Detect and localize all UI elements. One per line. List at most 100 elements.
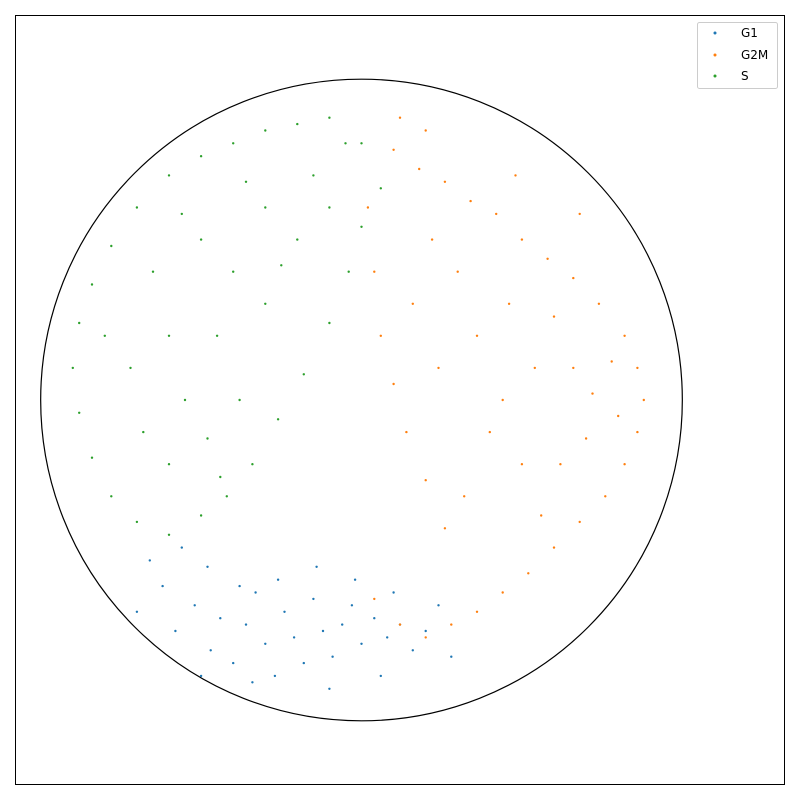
point-g1-26 bbox=[206, 565, 209, 568]
point-g2m-40 bbox=[507, 302, 511, 305]
point-g1-35 bbox=[328, 687, 331, 690]
point-g2m-45 bbox=[437, 366, 440, 370]
point-g1-13 bbox=[321, 629, 325, 633]
legend: G1 G2M S bbox=[697, 22, 778, 89]
point-s-2 bbox=[232, 142, 235, 145]
point-g1-17 bbox=[360, 642, 363, 645]
point-g2m-26 bbox=[379, 334, 382, 337]
point-g1-32 bbox=[437, 604, 440, 607]
point-s-28 bbox=[264, 302, 267, 305]
point-g1-29 bbox=[315, 565, 318, 568]
point-g1-15 bbox=[341, 623, 344, 626]
point-g2m-18 bbox=[501, 591, 504, 594]
point-g2m-22 bbox=[398, 623, 402, 626]
point-s-22 bbox=[302, 373, 305, 376]
point-s-36 bbox=[151, 270, 155, 273]
point-g2m-36 bbox=[552, 315, 556, 318]
series-g1 bbox=[135, 546, 453, 690]
point-s-5 bbox=[328, 116, 331, 119]
point-s-4 bbox=[296, 122, 299, 126]
legend-label-s: S bbox=[741, 69, 749, 83]
point-g1-27 bbox=[238, 584, 241, 588]
point-g1-3 bbox=[219, 617, 222, 620]
point-g2m-42 bbox=[463, 495, 466, 498]
point-g2m-43 bbox=[430, 238, 434, 241]
point-g2m-52 bbox=[514, 174, 517, 177]
point-g2m-20 bbox=[450, 623, 453, 626]
point-s-15 bbox=[110, 495, 113, 498]
point-s-40 bbox=[280, 264, 283, 267]
point-g1-24 bbox=[148, 559, 151, 562]
point-s-18 bbox=[199, 514, 203, 517]
point-g2m-7 bbox=[572, 276, 575, 280]
legend-box bbox=[697, 22, 778, 89]
axes-frame bbox=[15, 15, 785, 785]
point-g2m-1 bbox=[418, 167, 421, 171]
legend-label-g1: G1 bbox=[741, 26, 758, 40]
point-s-26 bbox=[199, 238, 203, 241]
point-g2m-15 bbox=[578, 520, 581, 524]
point-g2m-17 bbox=[527, 572, 530, 575]
point-s-19 bbox=[225, 495, 228, 498]
point-g2m-12 bbox=[636, 430, 639, 434]
point-s-11 bbox=[78, 321, 81, 325]
point-g2m-0 bbox=[392, 148, 395, 151]
point-s-1 bbox=[199, 155, 203, 158]
point-s-34 bbox=[264, 206, 267, 209]
point-s-12 bbox=[71, 366, 75, 370]
point-s-17 bbox=[167, 533, 171, 536]
point-g1-16 bbox=[350, 604, 354, 607]
point-g1-2 bbox=[209, 649, 212, 652]
point-g2m-32 bbox=[475, 334, 479, 337]
point-s-23 bbox=[328, 321, 331, 325]
point-s-0 bbox=[167, 174, 171, 177]
point-g2m-3 bbox=[469, 199, 472, 203]
point-g2m-34 bbox=[520, 463, 524, 466]
point-g2m-50 bbox=[398, 116, 402, 119]
point-s-32 bbox=[206, 437, 209, 440]
legend-marker-s bbox=[713, 74, 717, 78]
point-g2m-8 bbox=[597, 302, 601, 305]
legend-marker-g2m bbox=[713, 53, 717, 57]
point-s-43 bbox=[103, 334, 107, 337]
point-g1-21 bbox=[411, 649, 414, 652]
point-s-21 bbox=[276, 418, 280, 421]
point-s-9 bbox=[110, 244, 113, 248]
legend-label-g2m: G2M bbox=[741, 48, 768, 62]
series-s bbox=[71, 116, 382, 536]
point-g1-19 bbox=[386, 636, 389, 639]
point-g2m-31 bbox=[456, 270, 459, 273]
point-g2m-41 bbox=[488, 430, 491, 434]
point-g1-1 bbox=[193, 604, 196, 607]
point-g1-5 bbox=[244, 623, 248, 626]
point-g1-11 bbox=[302, 661, 305, 665]
point-s-29 bbox=[296, 238, 299, 241]
point-g2m-33 bbox=[501, 398, 504, 402]
point-g1-36 bbox=[379, 674, 382, 678]
point-g2m-23 bbox=[373, 597, 376, 601]
point-g2m-19 bbox=[475, 610, 479, 613]
point-s-3 bbox=[264, 129, 267, 132]
point-g1-34 bbox=[251, 681, 254, 684]
point-g1-12 bbox=[312, 597, 315, 601]
point-g1-38 bbox=[199, 674, 203, 678]
point-g2m-46 bbox=[559, 463, 562, 466]
point-s-42 bbox=[142, 430, 145, 434]
point-s-45 bbox=[344, 142, 347, 145]
point-g1-30 bbox=[353, 578, 357, 581]
point-g2m-10 bbox=[636, 366, 639, 370]
point-s-37 bbox=[129, 366, 132, 370]
point-s-30 bbox=[167, 334, 171, 337]
point-g1-31 bbox=[392, 591, 395, 594]
point-g1-14 bbox=[331, 655, 334, 658]
point-g1-6 bbox=[254, 591, 257, 594]
point-g2m-35 bbox=[540, 514, 543, 517]
point-g1-28 bbox=[276, 578, 280, 581]
point-g1-4 bbox=[232, 661, 235, 665]
point-s-44 bbox=[244, 180, 248, 183]
point-g2m-21 bbox=[424, 636, 427, 639]
point-g2m-28 bbox=[405, 430, 408, 434]
point-g1-0 bbox=[174, 629, 177, 633]
